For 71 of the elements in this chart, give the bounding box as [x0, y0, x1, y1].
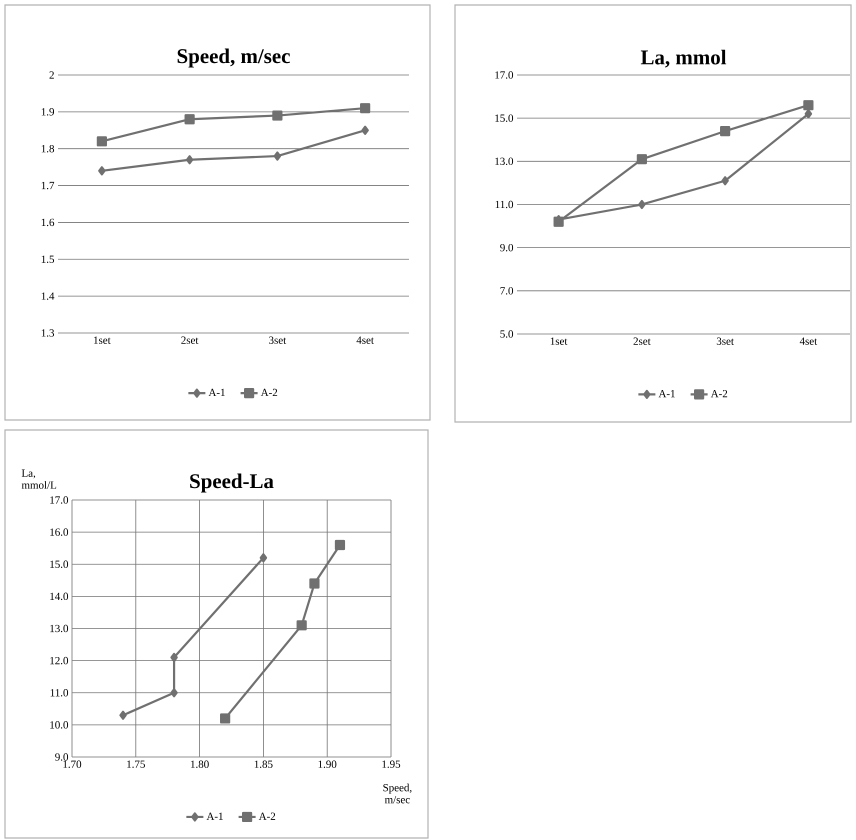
- x-tick-label: 2set: [181, 336, 198, 344]
- y-tick-label: 15.0: [495, 114, 514, 122]
- x-tick-label: 1.85: [254, 760, 273, 768]
- x-tick-label: 1.95: [382, 760, 400, 768]
- x-tick-label: 1.75: [127, 760, 145, 768]
- legend-label: A-1: [658, 390, 675, 398]
- x-tick-label: 3set: [269, 336, 286, 344]
- point: [309, 578, 320, 589]
- y-tick-label: 1.3: [42, 329, 54, 337]
- y-tick-label: 1.5: [42, 256, 54, 263]
- y-tick-label: 11.0: [496, 200, 514, 208]
- point: [274, 151, 282, 161]
- point: [186, 155, 194, 164]
- point: [272, 110, 282, 121]
- point: [119, 710, 127, 720]
- y-tick-label: 17.0: [50, 496, 68, 504]
- y-tick-label: 17.0: [495, 71, 514, 79]
- point: [720, 126, 730, 136]
- point: [636, 154, 647, 164]
- point: [96, 136, 107, 146]
- y-tick-label: 1.9: [42, 108, 54, 116]
- point: [334, 540, 346, 550]
- y-tick-label: 15.0: [50, 560, 68, 568]
- y-tick-label: 1.8: [42, 144, 54, 152]
- y-tick-label: 12.0: [50, 656, 68, 664]
- x-tick-label: 2set: [634, 338, 651, 345]
- x-tick-label: 3set: [716, 338, 734, 345]
- y-tick-label: 5.0: [500, 330, 514, 338]
- point: [803, 100, 814, 110]
- point: [360, 103, 370, 114]
- y-tick-label: 2: [49, 71, 54, 79]
- y-tick-label: 14.0: [50, 592, 68, 600]
- x-tick-label: 1set: [550, 338, 568, 345]
- point: [296, 620, 307, 630]
- chart-title: La, mmol: [640, 50, 726, 68]
- point: [361, 126, 369, 135]
- x-tick-label: 1.90: [318, 760, 336, 768]
- point: [220, 713, 230, 724]
- point: [170, 652, 178, 662]
- y-tick-label: 7.0: [500, 287, 514, 295]
- legend-label: A-2: [260, 388, 278, 396]
- chart-title: Speed-La: [190, 474, 274, 493]
- legend-label: A-2: [710, 390, 728, 398]
- point: [170, 688, 178, 698]
- legend-label: A-1: [208, 388, 225, 396]
- y-tick-label: 10.0: [50, 721, 68, 729]
- y-tick-label: 11.0: [50, 689, 68, 696]
- x-tick-label: 1.70: [63, 760, 82, 768]
- y-tick-label: 1.4: [42, 292, 54, 300]
- chart-title: Speed, m/sec: [178, 48, 290, 68]
- point: [804, 109, 812, 118]
- legend-label: A-1: [206, 812, 223, 820]
- x-axis-title: Speed, m/sec: [383, 784, 412, 804]
- legend-label: A-2: [258, 812, 276, 820]
- y-tick-label: 16.0: [50, 528, 68, 536]
- y-tick-label: 13.0: [50, 624, 68, 632]
- x-tick-label: 4set: [800, 338, 818, 345]
- x-tick-label: 1set: [94, 336, 111, 344]
- point: [260, 553, 268, 562]
- x-tick-label: 1.80: [190, 760, 209, 768]
- y-tick-label: 9.0: [55, 753, 68, 761]
- point: [184, 114, 195, 124]
- point: [721, 176, 729, 186]
- y-tick-label: 1.7: [42, 182, 54, 190]
- y-axis-title: La, mmol/L: [22, 470, 56, 489]
- y-tick-label: 13.0: [495, 158, 514, 166]
- point: [98, 166, 106, 176]
- y-tick-label: 1.6: [42, 218, 54, 226]
- point: [638, 200, 646, 210]
- y-tick-label: 9.0: [500, 244, 514, 252]
- x-tick-label: 4set: [356, 336, 374, 344]
